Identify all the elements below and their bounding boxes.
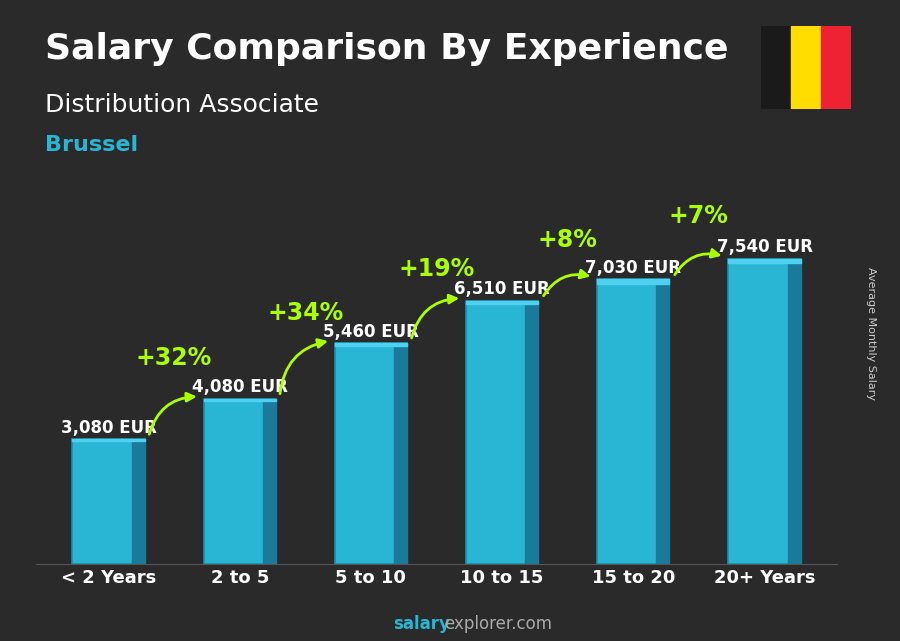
- Text: +32%: +32%: [136, 345, 212, 370]
- Bar: [788, 259, 801, 564]
- Bar: [466, 301, 538, 304]
- Bar: [203, 399, 275, 401]
- Bar: [598, 279, 670, 284]
- Text: salary: salary: [393, 615, 450, 633]
- Bar: [72, 439, 145, 441]
- Bar: [728, 259, 801, 564]
- Text: +7%: +7%: [669, 204, 729, 228]
- Bar: [466, 301, 538, 564]
- Bar: [335, 343, 407, 564]
- Bar: [656, 279, 670, 564]
- Text: 5,460 EUR: 5,460 EUR: [323, 322, 418, 340]
- Text: explorer.com: explorer.com: [444, 615, 552, 633]
- Text: 3,080 EUR: 3,080 EUR: [60, 419, 157, 437]
- Text: 4,080 EUR: 4,080 EUR: [192, 378, 288, 397]
- Bar: [263, 399, 275, 564]
- Text: Brussel: Brussel: [45, 135, 138, 154]
- Text: Salary Comparison By Experience: Salary Comparison By Experience: [45, 32, 728, 66]
- Text: 7,030 EUR: 7,030 EUR: [585, 259, 681, 277]
- Bar: [598, 279, 670, 564]
- Bar: [203, 399, 275, 564]
- Text: +8%: +8%: [538, 228, 598, 253]
- Text: 6,510 EUR: 6,510 EUR: [454, 280, 550, 298]
- Bar: [131, 439, 145, 564]
- Bar: [760, 26, 790, 109]
- Text: +34%: +34%: [267, 301, 344, 325]
- Bar: [728, 259, 801, 263]
- Bar: [526, 301, 538, 564]
- Bar: [394, 343, 407, 564]
- Bar: [72, 439, 145, 564]
- Text: +19%: +19%: [399, 256, 474, 281]
- Bar: [335, 343, 407, 346]
- Bar: [821, 26, 850, 109]
- Text: 7,540 EUR: 7,540 EUR: [716, 238, 813, 256]
- Text: Distribution Associate: Distribution Associate: [45, 93, 319, 117]
- Bar: [790, 26, 821, 109]
- Text: Average Monthly Salary: Average Monthly Salary: [866, 267, 877, 400]
